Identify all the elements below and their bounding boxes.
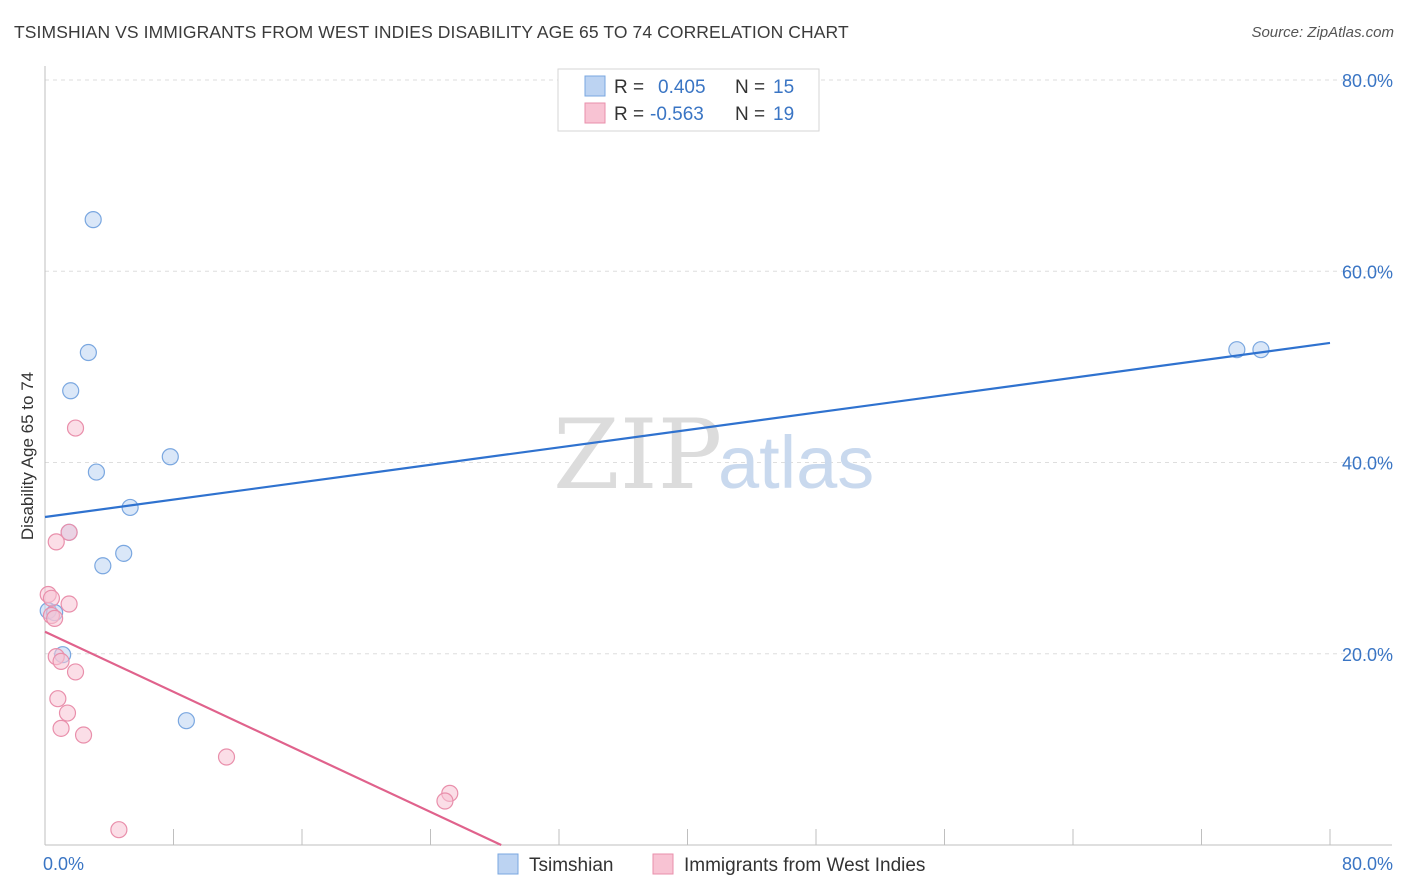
legend-n-value: 19 (773, 104, 794, 125)
west-indies-point (46, 609, 64, 627)
bottom-legend-label-tsimshian: Tsimshian (529, 855, 613, 876)
y-tick-label: 40.0% (1342, 454, 1393, 474)
x-tick-label: 0.0% (43, 854, 84, 874)
west-indies-point (66, 419, 85, 437)
west-indies-point (74, 726, 93, 744)
y-tick-label: 80.0% (1342, 71, 1393, 91)
source-label: Source: ZipAtlas.com (1251, 24, 1394, 41)
watermark-zip: ZIP (553, 399, 722, 511)
tsimshian-point (177, 712, 195, 730)
west-indies-point (52, 719, 70, 737)
legend-r-label: R = (614, 104, 644, 125)
tsimshian-point (94, 557, 112, 575)
legend-r-value: 0.405 (658, 77, 706, 98)
chart-title: TSIMSHIAN VS IMMIGRANTS FROM WEST INDIES… (14, 22, 849, 42)
tsimshian-point (87, 463, 106, 481)
legend-r-label: R = (614, 77, 644, 98)
legend-n-value: 15 (773, 77, 794, 98)
y-tick-label: 20.0% (1342, 645, 1393, 665)
legend: R = 0.405 N = 15 R = -0.563 N = 19 (557, 68, 820, 132)
grid-lines (45, 79, 1392, 655)
x-tick-labels: 0.0% 80.0% (43, 854, 1393, 874)
west-indies-point (436, 792, 454, 810)
watermark-atlas: atlas (718, 421, 874, 504)
legend-swatch-tsimshian (584, 75, 606, 97)
x-tick-label: 80.0% (1342, 854, 1393, 874)
bottom-legend-swatch-west-indies (652, 853, 674, 875)
axes (44, 66, 1392, 846)
data-points (39, 211, 1270, 839)
tsimshian-point (161, 448, 179, 466)
tsimshian-point (1252, 341, 1270, 359)
legend-n-label: N = (735, 77, 765, 98)
west-indies-point (60, 595, 78, 613)
west-indies-point (217, 748, 236, 766)
legend-n-label: N = (735, 104, 765, 125)
west-indies-point (47, 533, 65, 551)
legend-swatch-west-indies (584, 102, 606, 124)
tsimshian-point (121, 498, 139, 517)
y-tick-labels: 20.0% 40.0% 60.0% 80.0% (1342, 71, 1393, 665)
trend-lines (44, 341, 1331, 846)
bottom-legend: Tsimshian Immigrants from West Indies (497, 853, 925, 876)
legend-r-value: -0.563 (650, 104, 704, 125)
tsimshian-point (84, 211, 102, 229)
tsimshian-point (1228, 341, 1246, 359)
tsimshian-point (62, 382, 80, 400)
west-indies-point (60, 523, 78, 541)
tsimshian-trend-line (44, 341, 1331, 519)
west-indies-trend-line (44, 630, 502, 846)
tsimshian-point (79, 343, 97, 362)
watermark: ZIP atlas (553, 399, 874, 511)
y-axis-title: Disability Age 65 to 74 (18, 372, 37, 540)
west-indies-point (66, 663, 85, 681)
tsimshian-point (115, 544, 133, 562)
bottom-legend-label-west-indies: Immigrants from West Indies (684, 855, 925, 876)
west-indies-point (42, 589, 61, 607)
west-indies-point (110, 821, 128, 839)
y-tick-label: 60.0% (1342, 262, 1393, 282)
bottom-legend-swatch-tsimshian (497, 853, 519, 875)
west-indies-point (49, 690, 67, 708)
west-indies-point (52, 652, 70, 671)
west-indies-point (58, 704, 77, 722)
